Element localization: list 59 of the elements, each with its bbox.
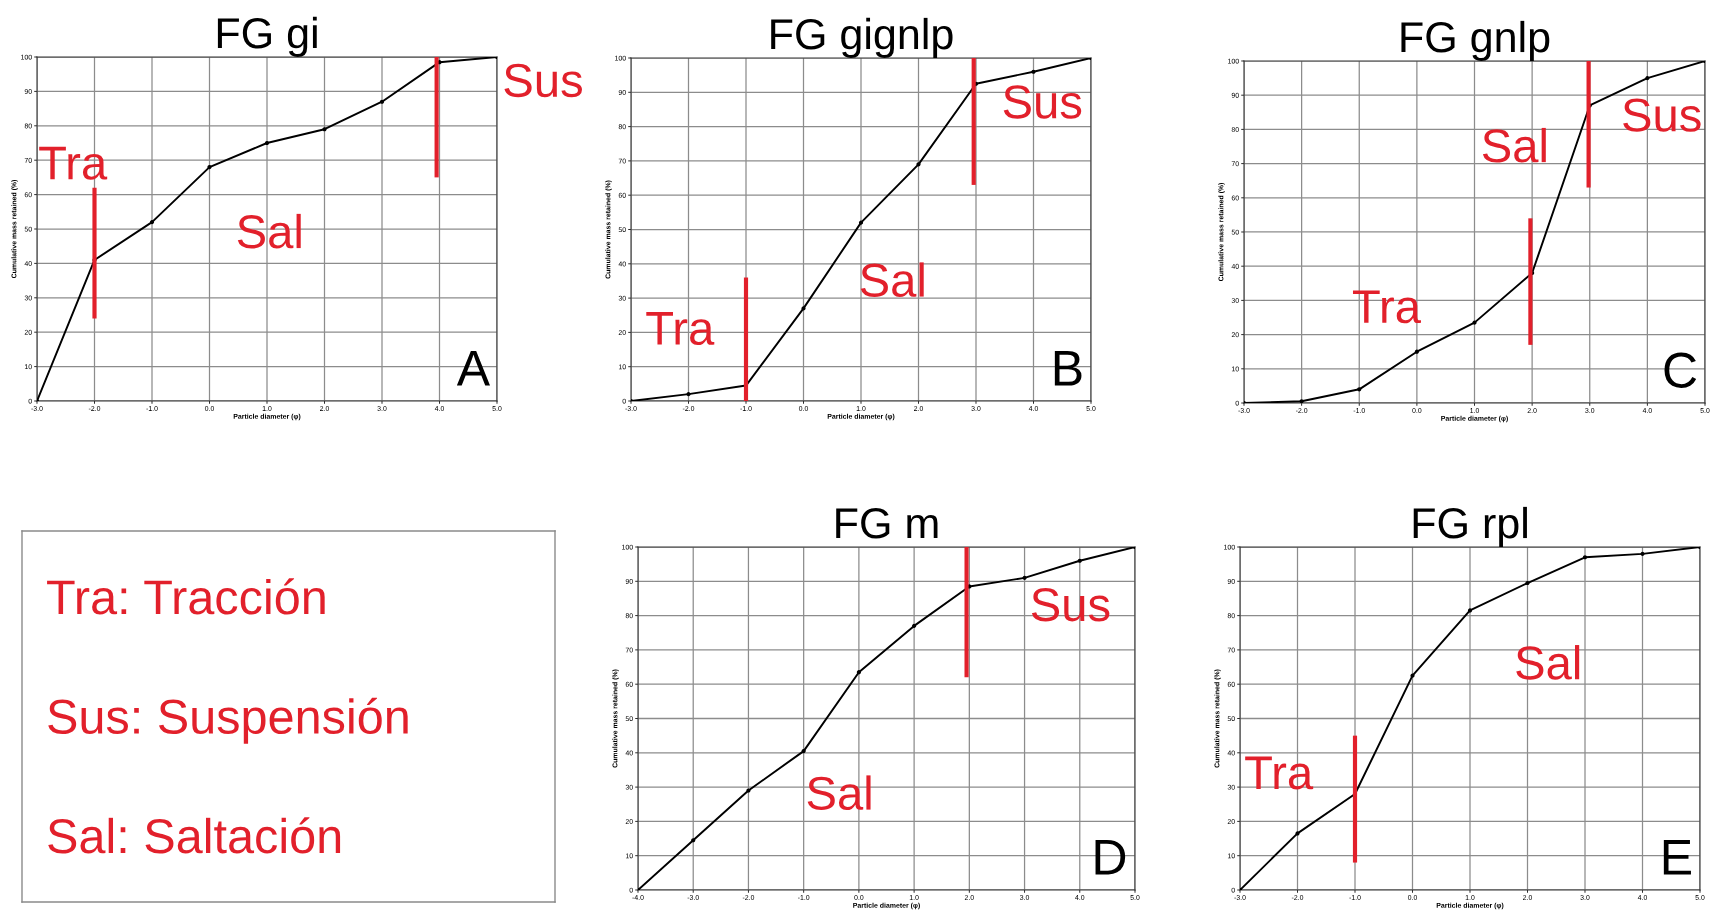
annotation: Sal — [1482, 127, 1546, 163]
annotation: Sal — [860, 262, 924, 298]
point — [1582, 555, 1588, 560]
line-series — [37, 57, 497, 401]
point — [1299, 399, 1304, 403]
line-series — [1244, 61, 1705, 403]
text: Tra: Tracción — [47, 578, 325, 615]
chart-title: FG gi — [217, 16, 317, 57]
text: Sus: Suspensión — [48, 697, 408, 744]
point — [858, 220, 864, 225]
annotation: Tra — [646, 312, 715, 346]
point — [686, 392, 691, 397]
annotation: Sus — [1031, 587, 1110, 622]
point — [322, 127, 327, 132]
point — [207, 164, 212, 170]
annotation: B — [1054, 351, 1082, 386]
point — [1410, 673, 1415, 678]
annotation: Tra — [1245, 756, 1314, 790]
point — [801, 749, 806, 754]
point — [379, 99, 385, 104]
point — [1414, 349, 1419, 354]
point — [1640, 551, 1645, 556]
chart-title: FG rpl — [1413, 506, 1527, 547]
point — [801, 306, 806, 311]
chart-title: FG m — [836, 508, 938, 539]
line-series — [631, 58, 1091, 401]
point — [1077, 558, 1082, 563]
point — [746, 788, 751, 793]
annotation: A — [456, 351, 490, 386]
point — [1525, 580, 1530, 586]
chart-title: FG gnlp — [1401, 20, 1550, 61]
annotation: Sus — [1623, 98, 1701, 132]
point — [1022, 575, 1027, 580]
text: Sal: Saltación — [48, 817, 341, 854]
annotation: C — [1664, 352, 1697, 388]
point — [691, 838, 696, 843]
annotation: Sal — [1516, 645, 1580, 680]
point — [1467, 608, 1473, 613]
point — [856, 670, 861, 675]
point — [1645, 76, 1650, 81]
point — [1357, 387, 1362, 392]
annotation: Sal — [807, 775, 871, 811]
text: Sus — [504, 63, 582, 98]
annotation: Tra — [1352, 290, 1421, 324]
point — [912, 623, 917, 628]
annotation: Tra — [39, 146, 108, 180]
chart-title: FG gignlp — [771, 17, 953, 58]
annotation: D — [1095, 840, 1126, 875]
point — [916, 162, 921, 167]
point — [264, 140, 270, 146]
point — [1295, 831, 1300, 836]
point — [149, 220, 155, 225]
line-series — [1240, 547, 1700, 890]
annotation: Sus — [1003, 85, 1082, 119]
line-series — [638, 547, 1135, 890]
annotation: E — [1663, 840, 1691, 875]
point — [1031, 69, 1036, 74]
annotation: Sal — [237, 213, 301, 249]
point — [1472, 320, 1477, 325]
